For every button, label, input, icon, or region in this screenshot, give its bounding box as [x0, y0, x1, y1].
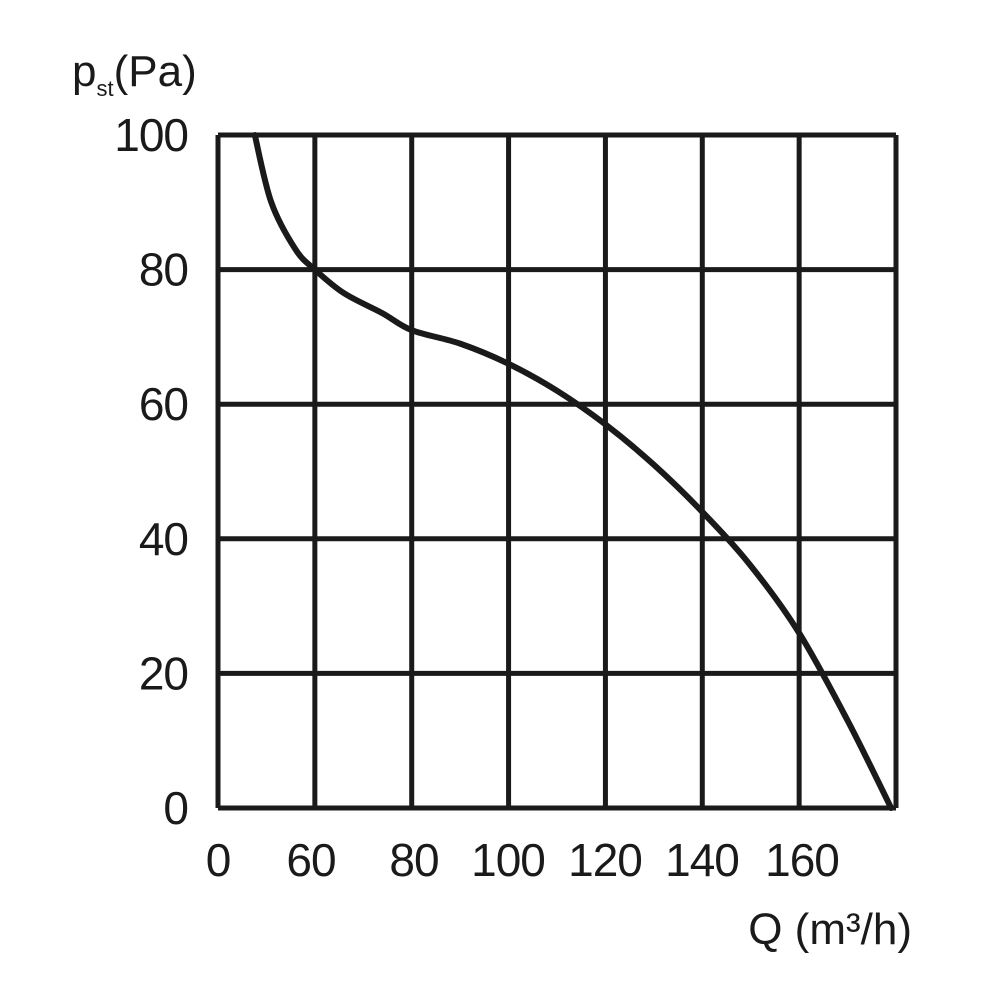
- y-axis-label: pst(Pa): [72, 47, 197, 101]
- y-tick-label: 80: [139, 244, 188, 296]
- grid: [215, 132, 899, 811]
- x-tick-label: 100: [471, 834, 545, 886]
- x-tick-label: 80: [389, 834, 438, 886]
- x-axis-label: Q (m³/h): [748, 905, 912, 954]
- y-tick-labels: 0 20 40 60 80 100: [114, 109, 189, 834]
- y-tick-label: 20: [139, 647, 188, 699]
- x-tick-label: 0: [206, 834, 231, 886]
- x-tick-label: 60: [286, 834, 335, 886]
- y-axis-label-subscript: st: [96, 76, 113, 101]
- x-tick-labels: 0 60 80 100 120 140 160: [206, 834, 840, 886]
- y-tick-label: 40: [139, 513, 188, 565]
- y-tick-label: 100: [114, 109, 188, 161]
- y-tick-label: 60: [139, 378, 188, 430]
- x-tick-label: 160: [765, 834, 839, 886]
- pressure-curve: [251, 132, 895, 811]
- y-tick-label: 0: [163, 782, 188, 834]
- curve-layer: [251, 132, 895, 811]
- y-axis-label-unit: (Pa): [114, 47, 197, 96]
- y-axis-label-main: p: [72, 47, 96, 96]
- x-tick-label: 120: [568, 834, 642, 886]
- x-tick-label: 140: [665, 834, 739, 886]
